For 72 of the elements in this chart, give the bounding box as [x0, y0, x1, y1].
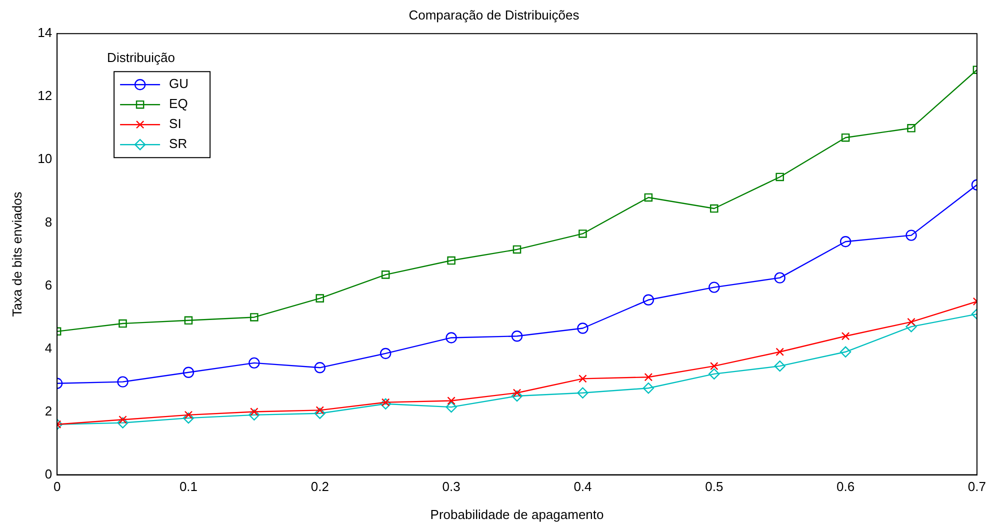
point [841, 133, 850, 142]
point [776, 172, 784, 182]
y-tick-label: 14 [38, 25, 52, 40]
point [447, 256, 456, 265]
point [774, 360, 786, 372]
point [511, 330, 523, 342]
point [577, 322, 588, 334]
point [578, 374, 587, 383]
point [708, 368, 720, 380]
point [316, 406, 324, 414]
point [248, 357, 260, 369]
point [642, 294, 654, 306]
point [512, 245, 522, 254]
point [182, 412, 194, 424]
point [184, 410, 193, 420]
point [250, 313, 258, 322]
point [118, 319, 127, 328]
point [840, 346, 852, 358]
point [314, 408, 326, 419]
point [578, 230, 587, 238]
legend-title: Distribuição [107, 50, 175, 66]
legend-label: SR [169, 136, 188, 152]
point [710, 362, 718, 370]
y-tick-label: 8 [44, 214, 52, 230]
legend-label: EQ [169, 96, 188, 112]
x-tick-label: 0.2 [310, 479, 329, 494]
point [380, 398, 392, 410]
x-tick-label: 0.3 [442, 479, 460, 494]
x-tick-label: 0.7 [968, 479, 986, 494]
y-tick-label: 0 [44, 466, 52, 482]
x-tick-label: 0.5 [705, 479, 724, 494]
y-tick-label: 12 [38, 88, 52, 104]
point [907, 124, 916, 132]
point [380, 348, 392, 360]
point [840, 236, 852, 248]
point [446, 401, 457, 413]
point [447, 396, 456, 405]
point [117, 376, 128, 388]
point [512, 388, 522, 397]
legend-label: SI [169, 116, 182, 132]
point [644, 193, 653, 202]
point [708, 282, 720, 293]
chart-title: Comparação de Distribuições [408, 7, 580, 22]
point [642, 382, 654, 394]
point [906, 230, 917, 241]
y-tick-label: 2 [44, 403, 52, 418]
y-tick-label: 4 [44, 340, 52, 356]
point [248, 409, 260, 421]
y-tick-label: 6 [44, 277, 52, 292]
legend-label: GU [169, 76, 189, 92]
point [117, 417, 128, 428]
point [511, 390, 523, 402]
point [907, 318, 916, 326]
point [644, 372, 653, 382]
point [776, 348, 784, 356]
x-tick-label: 0.1 [179, 479, 198, 494]
x-tick-label: 0.6 [836, 479, 855, 494]
point [577, 387, 588, 398]
point [316, 294, 324, 302]
point [381, 398, 390, 406]
point [184, 316, 193, 325]
point [314, 362, 326, 374]
point [381, 270, 390, 279]
y-tick-label: 10 [38, 151, 52, 166]
x-axis-title: Probabilidade de apagamento [430, 506, 604, 522]
point [710, 204, 718, 213]
point [841, 332, 850, 340]
x-tick-label: 0.4 [574, 479, 592, 494]
y-axis-title: Taxa de bits enviados [9, 191, 24, 317]
point [182, 366, 194, 378]
point [446, 332, 457, 344]
point [774, 272, 786, 284]
